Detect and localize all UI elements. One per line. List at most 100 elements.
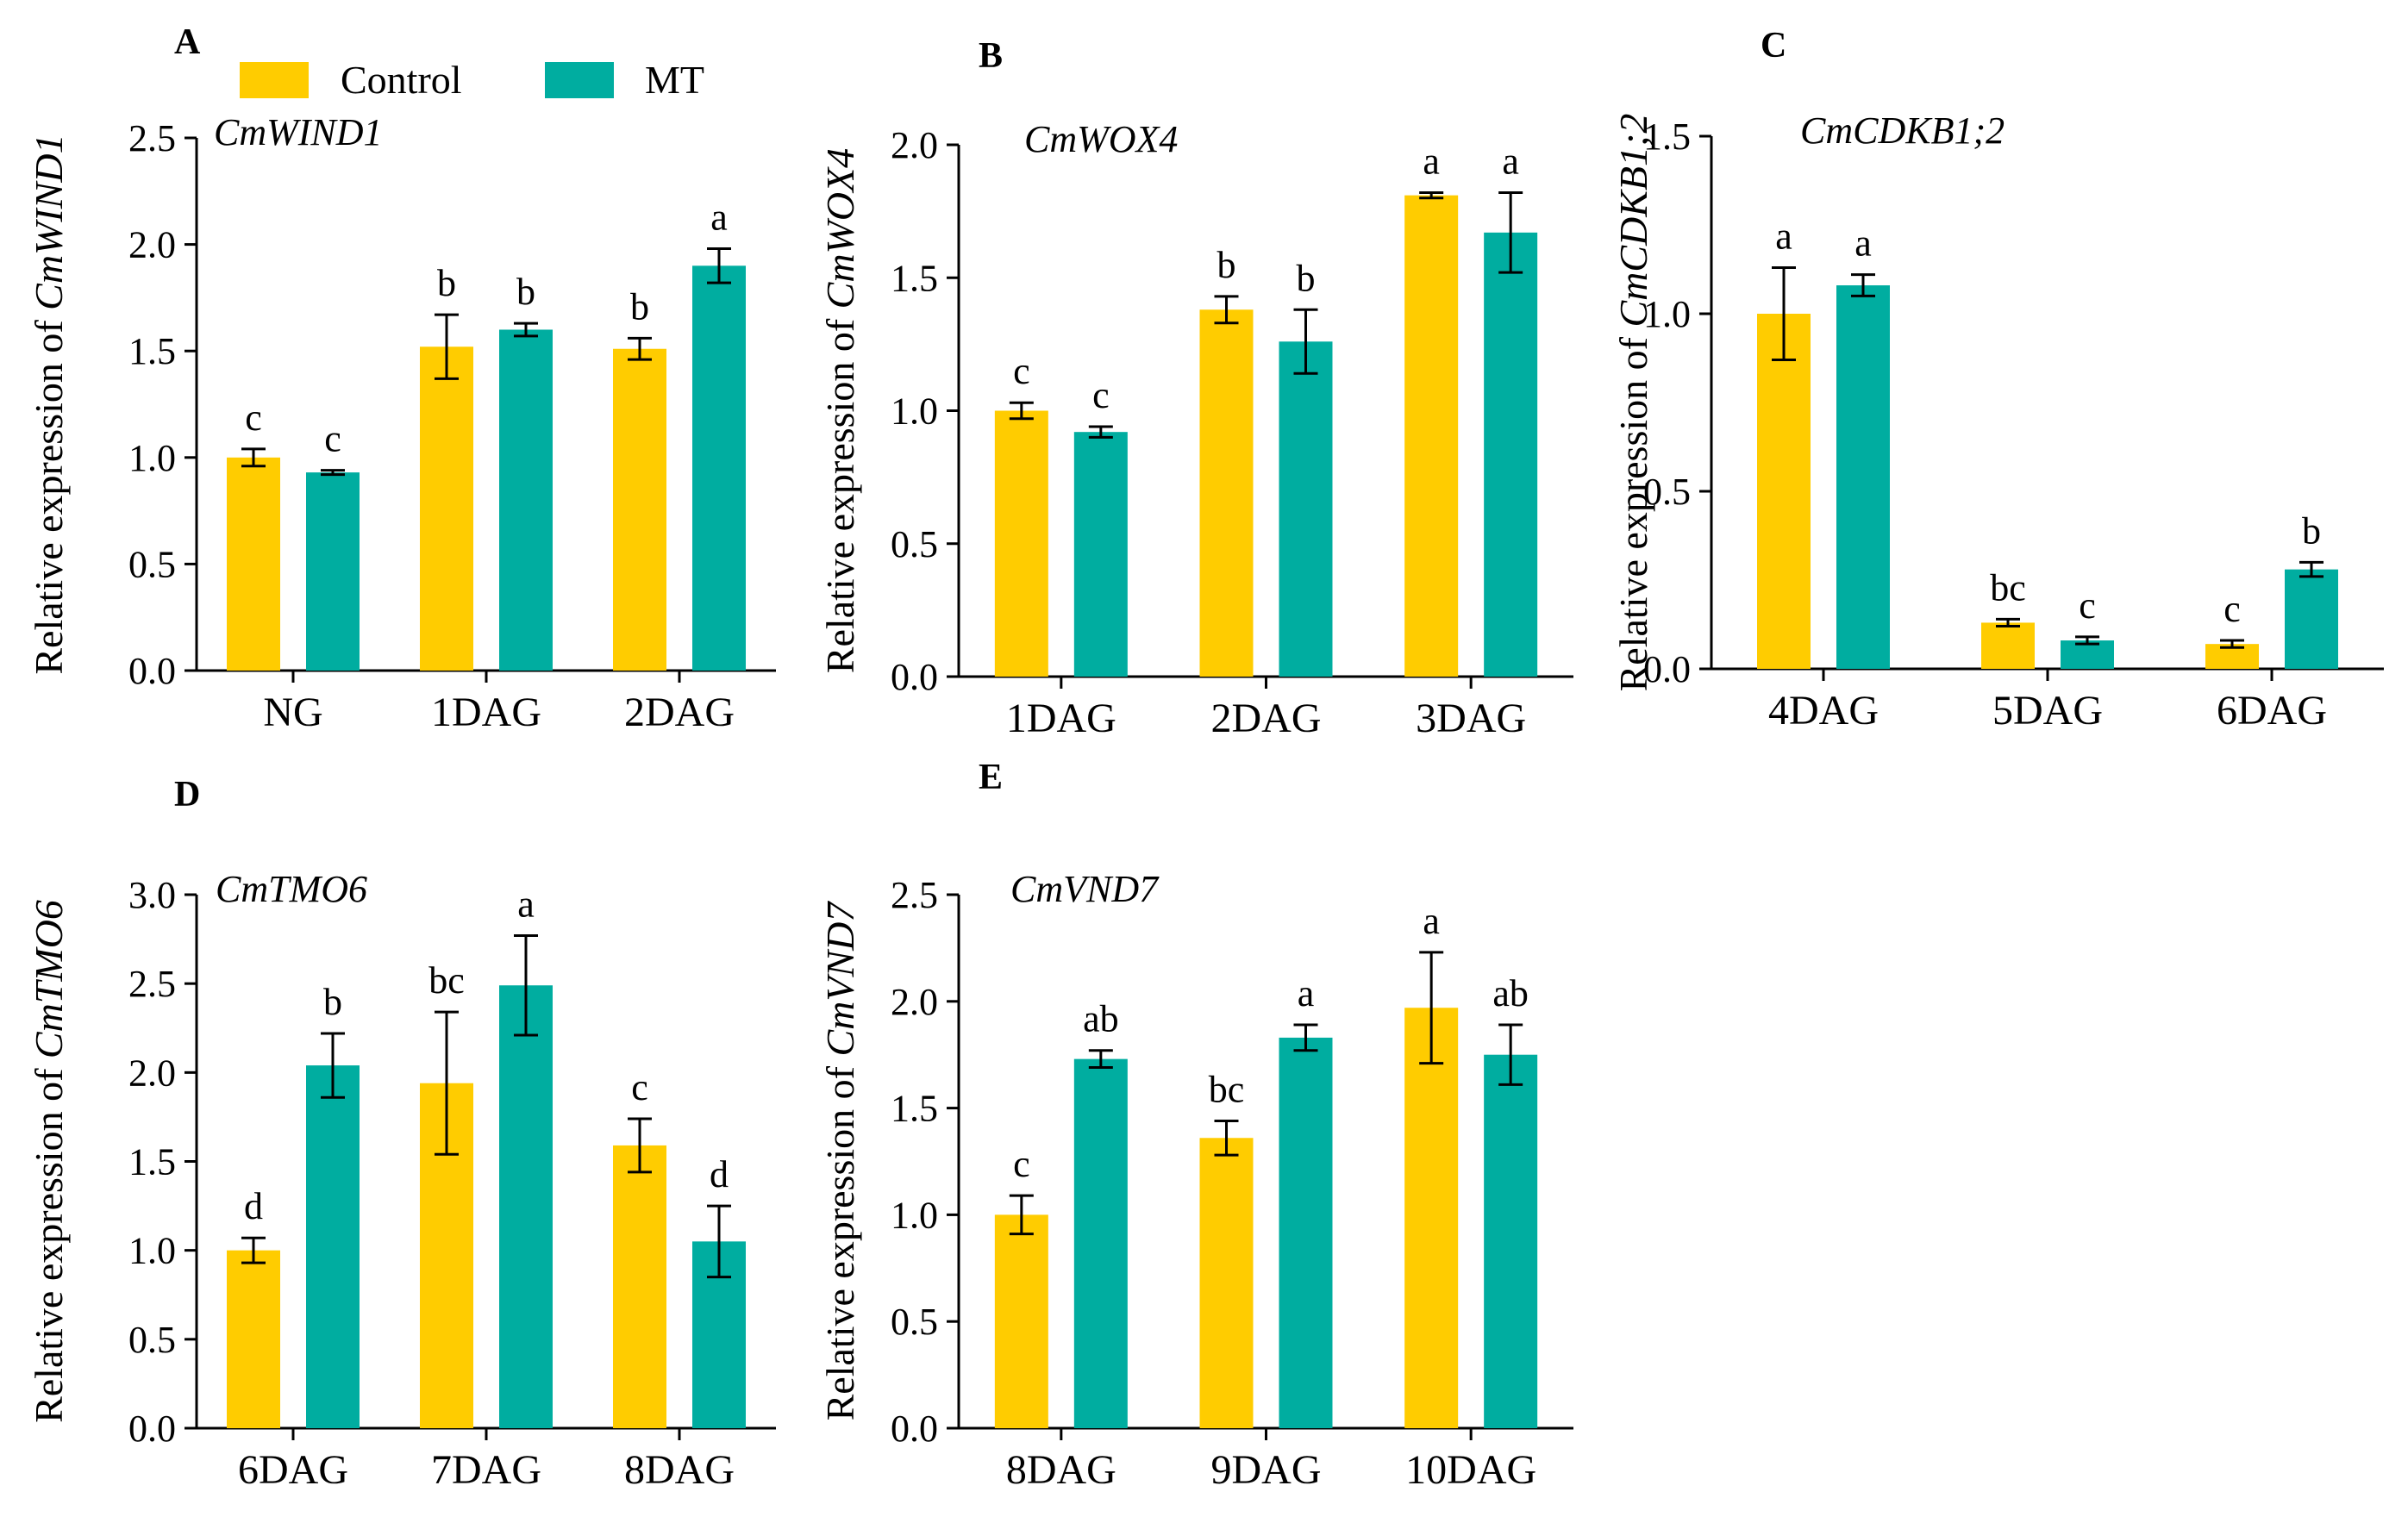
- gene-title-a: CmWIND1: [214, 111, 383, 153]
- error-bar: [1498, 191, 1523, 274]
- panel-letter-d: D: [174, 775, 200, 815]
- error-bar: [241, 447, 266, 468]
- bar-control: [613, 1145, 666, 1428]
- y-tick-label: 2.5: [128, 117, 176, 159]
- bar-mt: [2285, 569, 2338, 669]
- error-bar: [1293, 308, 1318, 375]
- bar-control: [613, 348, 666, 671]
- bar-mt: [1484, 232, 1538, 677]
- y-tick-label: 2.5: [891, 874, 938, 916]
- significance-letter: ab: [1492, 972, 1529, 1014]
- y-tick-label: 0.0: [891, 1408, 938, 1450]
- y-axis-label-gene: CmTMO6: [27, 900, 71, 1058]
- error-bar: [435, 1010, 459, 1156]
- error-bar: [514, 321, 538, 338]
- significance-letter: b: [437, 262, 456, 304]
- significance-letter: a: [1502, 140, 1519, 183]
- bar-mt: [499, 985, 553, 1428]
- error-bar: [1772, 265, 1796, 362]
- significance-letter: b: [2302, 509, 2321, 552]
- panel-letter-b: B: [979, 36, 1003, 76]
- gene-title-e: CmVND7: [1010, 868, 1160, 910]
- x-tick-label: 6DAG: [238, 1447, 348, 1493]
- y-axis-label-gene: CmCDKB1;2: [1611, 114, 1655, 328]
- y-axis-label-gene: CmWOX4: [818, 148, 862, 309]
- significance-letter: a: [1423, 900, 1440, 942]
- significance-letter: d: [710, 1153, 729, 1195]
- significance-letter: bc: [1209, 1068, 1245, 1110]
- significance-letter: c: [2223, 588, 2241, 630]
- gene-title-b: CmWOX4: [1024, 118, 1178, 160]
- bar-mt: [1279, 1037, 1333, 1428]
- bar-mt: [499, 329, 553, 671]
- error-bar: [2075, 635, 2099, 646]
- significance-letter: a: [517, 883, 535, 925]
- bar-control: [1981, 622, 2035, 669]
- bar-mt: [692, 265, 746, 671]
- significance-letter: d: [244, 1185, 263, 1227]
- error-bar: [707, 1204, 731, 1279]
- y-tick-label: 2.0: [128, 1052, 176, 1094]
- x-tick-label: 6DAG: [2217, 688, 2327, 733]
- bar-control: [994, 1214, 1048, 1428]
- significance-letter: bc: [428, 959, 465, 1002]
- y-tick-label: 1.0: [1643, 293, 1691, 335]
- y-axis-label-prefix: Relative expression of: [818, 1057, 862, 1421]
- y-tick-label: 0.0: [128, 1408, 176, 1450]
- bar-control: [420, 346, 473, 671]
- bar-control: [1404, 1008, 1459, 1428]
- y-tick-label: 1.0: [891, 1194, 938, 1236]
- x-tick-label: 10DAG: [1405, 1447, 1536, 1493]
- y-axis-label-b: Relative expression of CmWOX4: [818, 148, 862, 673]
- error-bar: [707, 247, 731, 284]
- panel-letter-c: C: [1761, 26, 1786, 66]
- significance-letter: b: [630, 285, 649, 328]
- error-bar: [1293, 1023, 1318, 1052]
- y-tick-label: 2.0: [891, 981, 938, 1023]
- significance-letter: c: [324, 418, 341, 460]
- error-bar: [1419, 951, 1444, 1065]
- x-tick-label: 3DAG: [1416, 696, 1526, 741]
- panel-letter-e: E: [979, 758, 1003, 797]
- bar-mt: [306, 1065, 360, 1428]
- legend-swatch-control: [240, 62, 309, 98]
- y-tick-label: 1.5: [891, 257, 938, 299]
- bar-mt: [306, 472, 360, 671]
- error-bar: [1498, 1023, 1523, 1086]
- significance-letter: c: [245, 396, 262, 439]
- y-axis-label-c: Relative expression of CmCDKB1;2: [1611, 114, 1655, 692]
- bar-control: [227, 1250, 280, 1428]
- significance-letter: a: [1775, 215, 1792, 257]
- error-bar: [1088, 1049, 1113, 1070]
- y-tick-label: 1.5: [891, 1088, 938, 1130]
- y-axis-label-prefix: Relative expression of: [27, 1058, 71, 1423]
- error-bar: [2220, 639, 2244, 649]
- error-bar: [1088, 425, 1113, 439]
- error-bar: [1419, 191, 1444, 200]
- y-axis-label-gene: CmVND7: [818, 901, 862, 1057]
- y-tick-label: 0.0: [128, 650, 176, 692]
- error-bar: [321, 469, 345, 477]
- y-axis-label-prefix: Relative expression of: [818, 309, 862, 673]
- bar-mt: [1484, 1054, 1538, 1428]
- y-tick-label: 2.0: [128, 224, 176, 266]
- y-axis-label-e: Relative expression of CmVND7: [818, 901, 862, 1421]
- y-tick-label: 1.0: [128, 437, 176, 479]
- y-tick-label: 0.0: [1643, 648, 1691, 690]
- significance-letter: c: [1013, 350, 1030, 392]
- error-bar: [628, 336, 652, 361]
- x-tick-label: 1DAG: [431, 690, 541, 735]
- y-tick-label: 0.5: [1643, 471, 1691, 513]
- significance-letter: c: [631, 1066, 648, 1108]
- y-tick-label: 1.0: [891, 390, 938, 433]
- bar-mt: [1836, 285, 1890, 669]
- x-tick-label: NG: [263, 690, 322, 735]
- panel-letter-a: A: [174, 22, 201, 62]
- y-axis-label-d: Relative expression of CmTMO6: [27, 900, 71, 1423]
- x-tick-label: 2DAG: [624, 690, 735, 735]
- bar-mt: [1279, 341, 1333, 677]
- error-bar: [1214, 295, 1239, 325]
